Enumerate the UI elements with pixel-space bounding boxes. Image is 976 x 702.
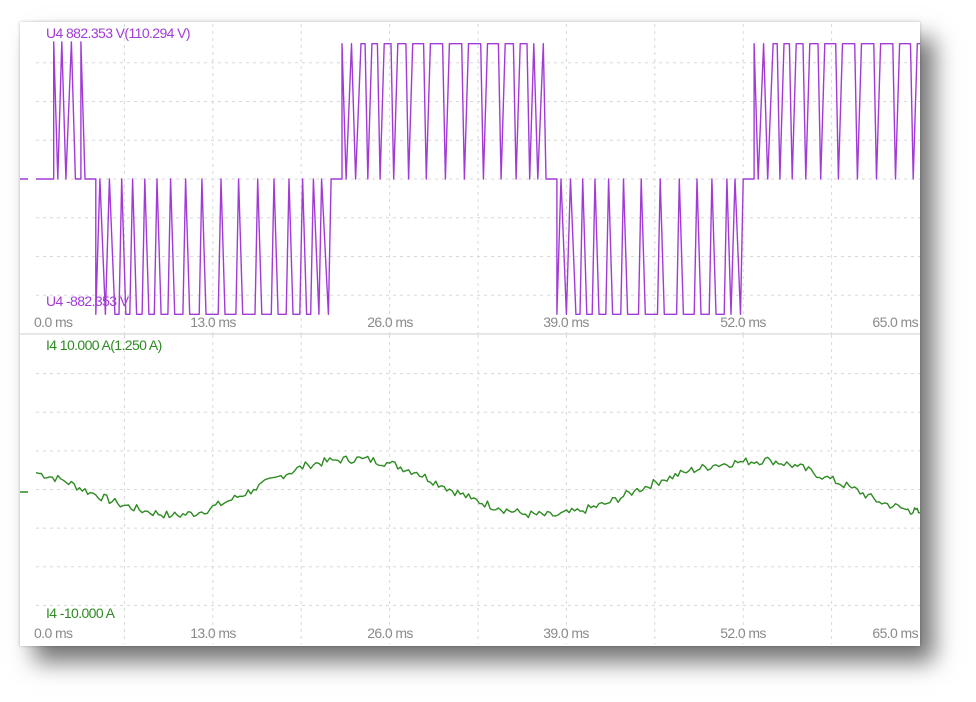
- i4-x-axis-ticks: 0.0 ms 13.0 ms 26.0 ms 39.0 ms 52.0 ms 6…: [34, 625, 919, 641]
- current-panel-grid: [36, 335, 920, 644]
- u4-x-tick: 0.0 ms: [34, 314, 73, 330]
- u4-x-tick: 65.0 ms: [872, 314, 918, 330]
- u4-x-tick: 26.0 ms: [367, 314, 413, 330]
- i4-x-tick: 65.0 ms: [872, 625, 918, 641]
- u4-x-tick: 39.0 ms: [543, 314, 589, 330]
- i4-x-tick: 26.0 ms: [367, 625, 413, 641]
- u4-x-axis-ticks: 0.0 ms 13.0 ms 26.0 ms 39.0 ms 52.0 ms 6…: [34, 314, 919, 330]
- u4-top-label: U4 882.353 V(110.294 V): [46, 25, 190, 41]
- i4-bottom-label: I4 -10.000 A: [46, 605, 116, 621]
- i4-x-tick: 13.0 ms: [190, 625, 236, 641]
- u4-x-tick: 13.0 ms: [190, 314, 236, 330]
- scope-svg: U4 882.353 V(110.294 V) U4 -882.353 V I4…: [20, 24, 920, 644]
- u4-series-line: [36, 41, 920, 315]
- u4-x-tick: 52.0 ms: [720, 314, 766, 330]
- i4-top-label: I4 10.000 A(1.250 A): [46, 337, 162, 353]
- i4-current-waveform: [35, 455, 920, 519]
- i4-x-tick: 52.0 ms: [720, 625, 766, 641]
- u4-voltage-waveform: [36, 41, 920, 315]
- oscilloscope-display: U4 882.353 V(110.294 V) U4 -882.353 V I4…: [20, 22, 920, 646]
- u4-bottom-label: U4 -882.353 V: [46, 293, 130, 309]
- i4-series-line: [35, 455, 920, 519]
- i4-x-tick: 39.0 ms: [543, 625, 589, 641]
- i4-x-tick: 0.0 ms: [34, 625, 73, 641]
